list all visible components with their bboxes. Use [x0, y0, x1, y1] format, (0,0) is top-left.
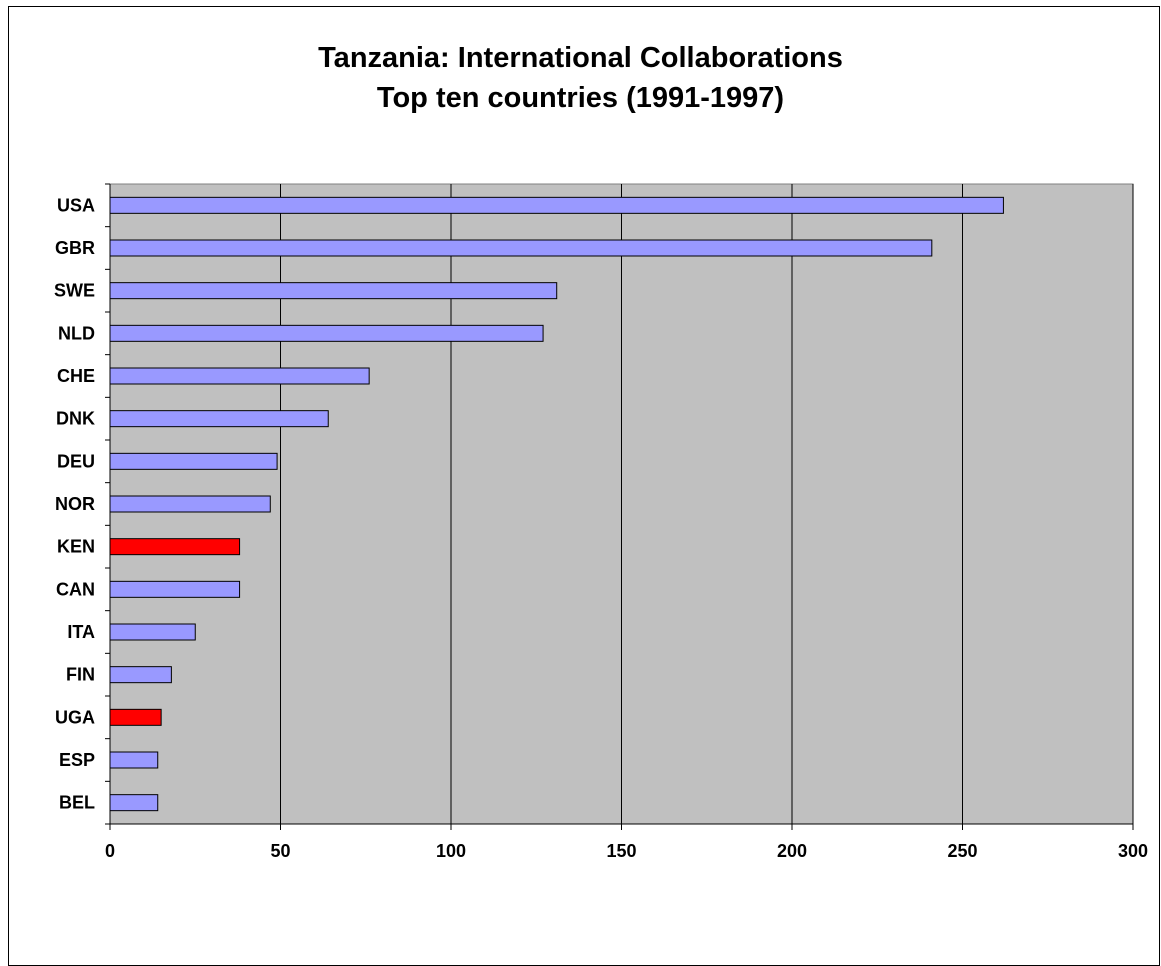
bar-deu [109, 452, 278, 470]
bar-che [109, 367, 370, 385]
bar-swe [109, 282, 558, 300]
y-tick-label-ita: ITA [67, 622, 95, 642]
y-tick-label-deu: DEU [57, 451, 95, 471]
bar-uga [109, 708, 162, 726]
y-tick-label-nor: NOR [55, 494, 95, 514]
bar-fin [109, 666, 172, 684]
y-tick-label-fin: FIN [66, 665, 95, 685]
y-tick-label-usa: USA [57, 195, 95, 215]
x-tick-label-250: 250 [947, 841, 977, 861]
x-tick-label-0: 0 [105, 841, 115, 861]
bar-ken [109, 538, 241, 556]
y-tick-label-can: CAN [56, 579, 95, 599]
x-tick-label-50: 50 [270, 841, 290, 861]
bar-chart: USA GBR SWE NLD CHE DNK DEU NOR KEN CAN ITA FIN UGA E… [54, 183, 1148, 861]
y-tick-label-ken: KEN [57, 537, 95, 557]
y-tick-label-uga: UGA [55, 707, 95, 727]
bar-nor [109, 495, 271, 513]
chart-title: Tanzania: International Collaborations T… [0, 38, 1161, 118]
y-tick-label-dnk: DNK [56, 409, 95, 429]
chart-title-line-1: Tanzania: International Collaborations [318, 42, 843, 74]
y-tick-label-che: CHE [57, 366, 95, 386]
bar-esp [109, 751, 159, 769]
bar-gbr [109, 239, 933, 257]
x-tick-label-150: 150 [606, 841, 636, 861]
bar-ita [109, 623, 196, 641]
bar-can [109, 580, 241, 598]
y-tick-label-bel: BEL [59, 793, 95, 813]
x-tick-label-200: 200 [777, 841, 807, 861]
y-tick-label-gbr: GBR [55, 238, 95, 258]
bar-usa [109, 196, 1004, 214]
y-tick-label-esp: ESP [59, 750, 95, 770]
bar-nld [109, 324, 544, 342]
bar-bel [109, 794, 159, 812]
y-tick-label-swe: SWE [54, 281, 95, 301]
bar-dnk [109, 410, 329, 428]
x-tick-label-300: 300 [1118, 841, 1148, 861]
y-tick-label-nld: NLD [58, 323, 95, 343]
x-tick-label-100: 100 [436, 841, 466, 861]
chart-title-line-2: Top ten countries (1991-1997) [376, 82, 785, 114]
